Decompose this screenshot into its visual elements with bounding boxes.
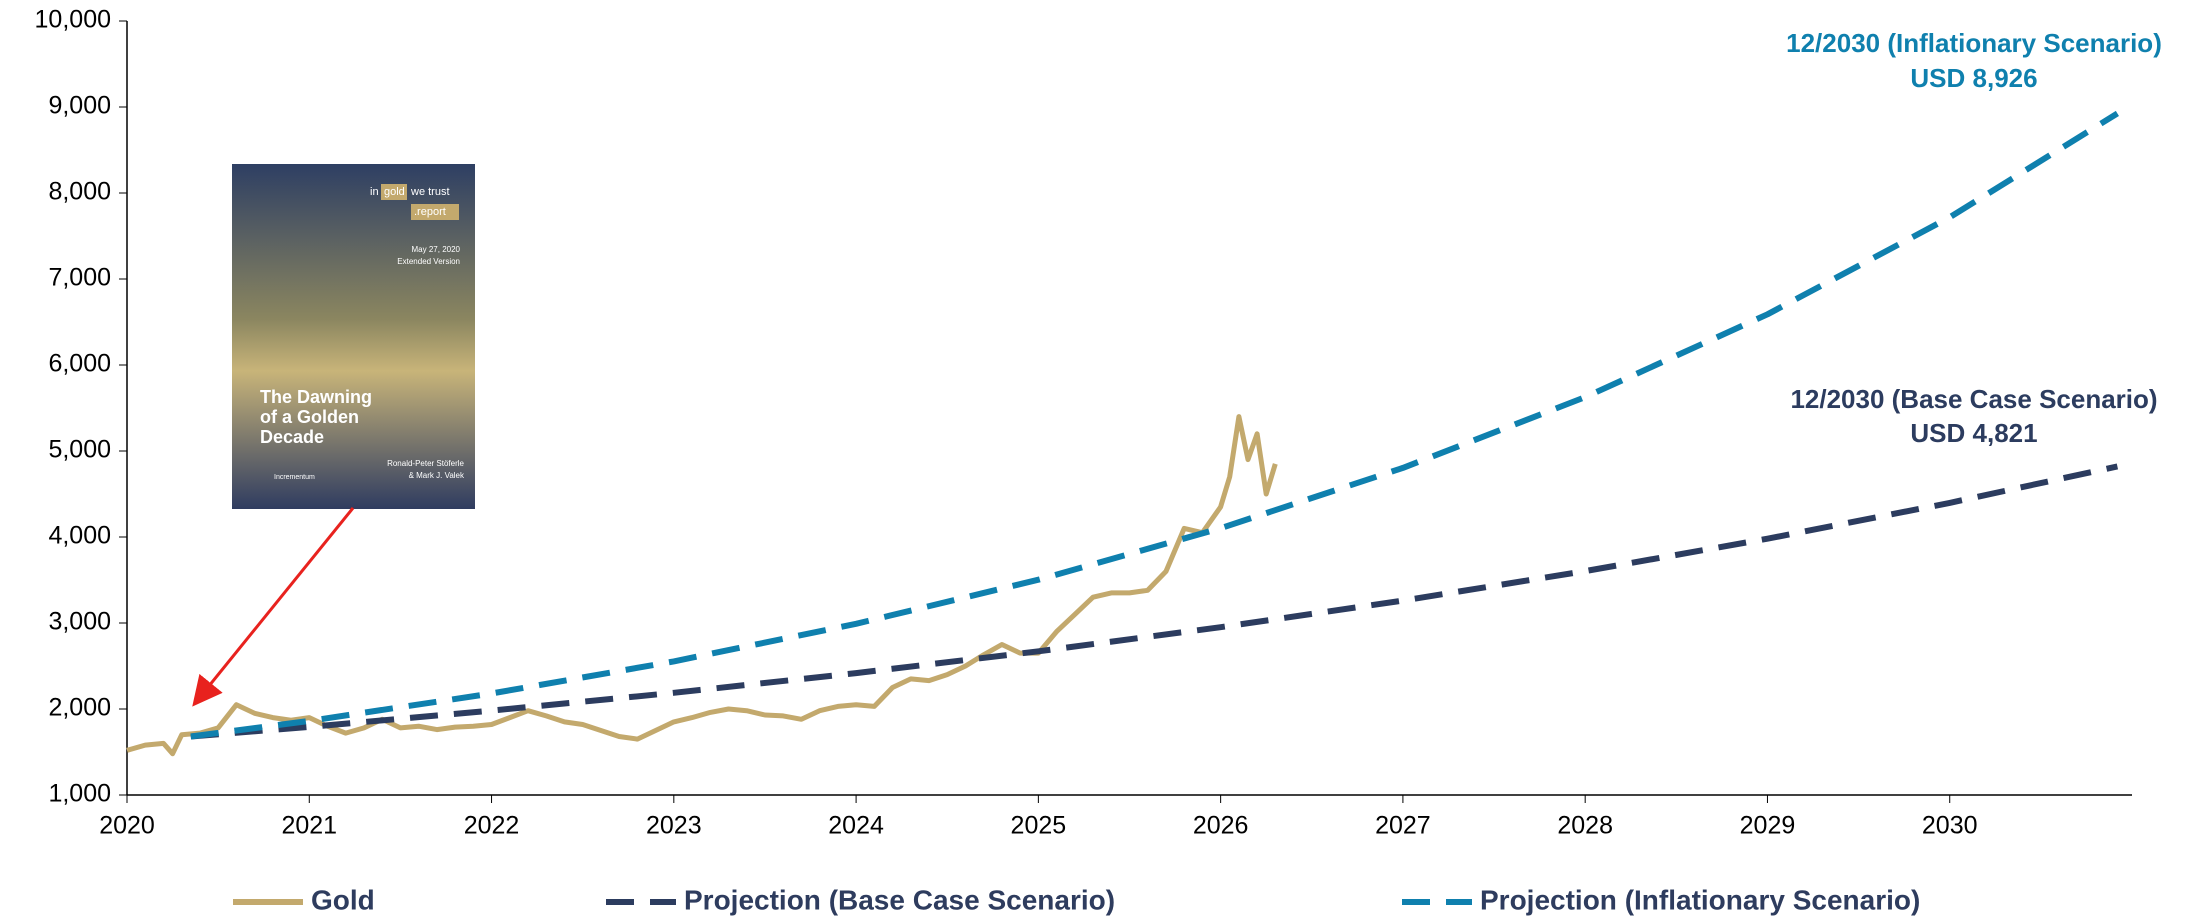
y-tick-label: 8,000 [48, 178, 111, 206]
x-tick-label: 2020 [99, 812, 155, 840]
cover-authors: Ronald-Peter Stöferle [387, 459, 464, 468]
x-tick-label: 2021 [281, 812, 337, 840]
x-tick-label: 2025 [1011, 812, 1067, 840]
cover-title: Decade [260, 427, 324, 447]
annotation: 12/2030 (Inflationary Scenario) [1786, 28, 2162, 58]
y-tick-label: 2,000 [48, 694, 111, 722]
y-tick-label: 9,000 [48, 92, 111, 120]
y-tick-label: 5,000 [48, 436, 111, 464]
annotation: USD 4,821 [1910, 418, 2037, 448]
cover-authors: & Mark J. Valek [409, 471, 465, 480]
y-tick-label: 1,000 [48, 780, 111, 808]
y-tick-label: 7,000 [48, 264, 111, 292]
legend-label: Projection (Base Case Scenario) [684, 884, 1115, 915]
report-cover: in gold we trust .report May 27, 2020 Ex… [232, 164, 475, 509]
series-line [126, 414, 1278, 757]
legend-label: Gold [311, 884, 375, 915]
cover-title: The Dawning [260, 387, 372, 407]
cover-brand: gold [384, 186, 405, 198]
cover-brand: .report [414, 206, 446, 218]
arrow [192, 507, 355, 707]
annotation: USD 8,926 [1910, 63, 2037, 93]
cover-title: of a Golden [260, 407, 359, 427]
x-tick-label: 2030 [1922, 812, 1978, 840]
x-tick-label: 2026 [1193, 812, 1249, 840]
x-tick-label: 2027 [1375, 812, 1431, 840]
cover-brand: we trust [410, 186, 450, 198]
x-tick-label: 2029 [1740, 812, 1796, 840]
annotation: 12/2030 (Base Case Scenario) [1790, 384, 2157, 414]
y-tick-label: 4,000 [48, 522, 111, 550]
series-line [190, 463, 2119, 740]
cover-brand: in [370, 186, 379, 198]
series-line [190, 110, 2119, 740]
x-tick-label: 2028 [1557, 812, 1613, 840]
x-tick-label: 2023 [646, 812, 702, 840]
x-tick-label: 2024 [828, 812, 884, 840]
y-tick-label: 10,000 [35, 6, 111, 34]
cover-date: Extended Version [397, 257, 460, 266]
legend-label: Projection (Inflationary Scenario) [1480, 884, 1920, 915]
y-tick-label: 3,000 [48, 608, 111, 636]
cover-publisher: Incrementum [274, 474, 315, 481]
x-tick-label: 2022 [464, 812, 520, 840]
y-tick-label: 6,000 [48, 350, 111, 378]
cover-date: May 27, 2020 [412, 245, 461, 254]
plot: 1,000 2,000 3,000 4,000 5,000 6,000 7,000 8,000… [35, 6, 2162, 916]
